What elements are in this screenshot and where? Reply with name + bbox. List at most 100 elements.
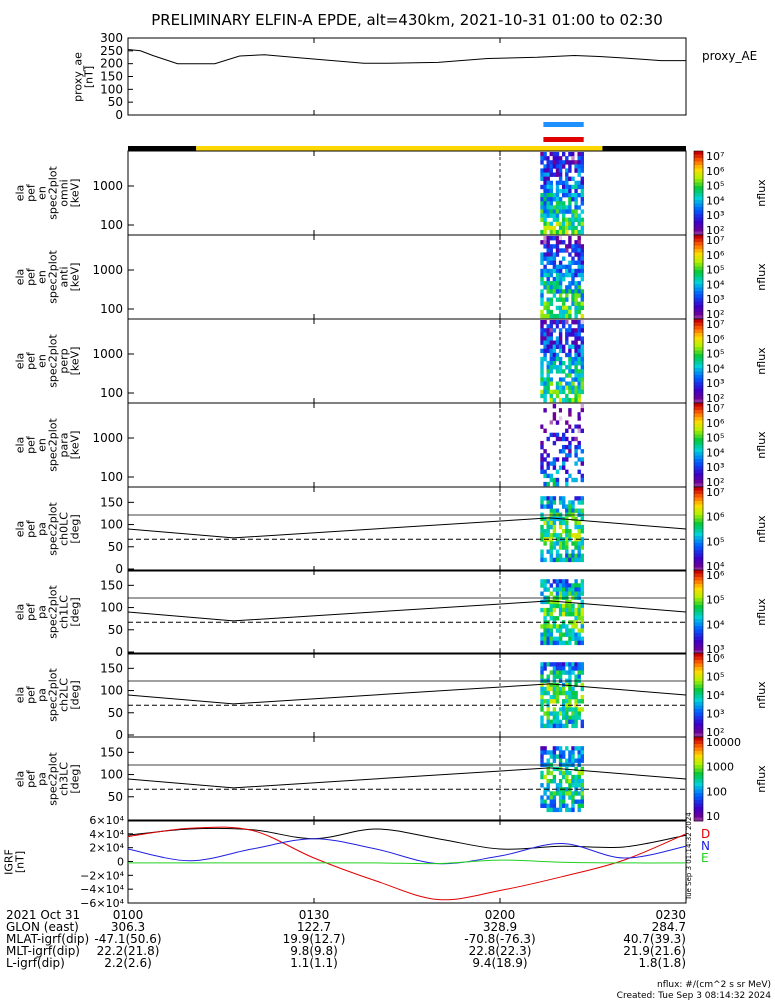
science-zone-red-bar — [543, 137, 584, 142]
spectrogram-cell — [543, 197, 547, 202]
spectrogram-cell — [546, 783, 550, 788]
spectrogram-cell — [562, 348, 566, 354]
spectrogram-cell — [540, 156, 544, 161]
spectrogram-cell — [577, 156, 581, 161]
spectrogram-cell — [549, 500, 553, 505]
spectrogram-cell — [571, 340, 575, 345]
pa-ytick-label: 150 — [100, 578, 123, 592]
spectrogram-cell — [568, 356, 572, 362]
colorbar-segment — [694, 698, 703, 703]
spectrogram-cell — [580, 449, 584, 454]
spectrogram-cell — [555, 252, 560, 257]
spectrogram-cell — [543, 332, 547, 337]
spectrogram-cell — [540, 293, 544, 298]
spectrogram-cell — [580, 545, 584, 550]
colorbar-segment — [694, 564, 703, 568]
spectrogram-cell — [580, 791, 584, 796]
spectrogram-cell — [546, 197, 550, 202]
spectrogram-cell — [565, 807, 569, 813]
footer-row-label: GLON (east) — [6, 920, 79, 934]
spectrogram-cell — [580, 579, 584, 584]
spectrogram-cell — [571, 591, 575, 596]
spectrogram-cell — [568, 587, 572, 592]
spectrogram-cell — [552, 432, 557, 438]
spectrogram-cell — [543, 791, 547, 796]
colorbar-label-group: nflux — [755, 765, 768, 793]
spectrogram-cell — [552, 457, 557, 462]
spectrogram-cell — [555, 352, 560, 358]
spectrogram-cell — [549, 583, 553, 588]
spectrogram-cell — [565, 420, 569, 425]
shadow-bar — [602, 146, 686, 151]
spectrogram-panel-frame — [127, 150, 687, 236]
spectrogram-energy-perp-ylabel-line: pef — [25, 351, 38, 370]
spectrogram-cell — [571, 225, 575, 231]
colorbar-segment — [694, 424, 703, 428]
spectrogram-cell — [568, 607, 572, 613]
spectrogram-pa-ch3-ylabel-line: spec2plot — [47, 752, 60, 806]
spectrogram-cell — [577, 229, 581, 235]
spectrogram-cell — [543, 557, 547, 563]
spectrogram-cell — [571, 504, 575, 509]
spectrogram-energy-para-ylabel-line: en — [36, 438, 49, 452]
colorbar-label: nflux — [755, 681, 768, 709]
colorbar-tick-label: 10 — [706, 810, 720, 823]
colorbar-segment — [694, 413, 703, 418]
spectrogram-cell — [540, 172, 544, 177]
spectrogram-cell — [555, 662, 560, 667]
spectrogram-cell — [543, 272, 547, 278]
spectrogram-cell — [577, 373, 581, 378]
spectrogram-cell — [568, 754, 572, 759]
spectrogram-cell — [580, 457, 584, 462]
proxy-ae-line — [127, 49, 686, 65]
spectrogram-cell — [574, 533, 578, 538]
spectrogram-cell — [549, 252, 553, 257]
spectrogram-cell — [565, 723, 569, 729]
spectrogram-cell — [546, 213, 550, 218]
spectrogram-cell — [562, 256, 566, 261]
spectrogram-cell — [558, 583, 563, 588]
spectrogram-cell — [565, 297, 569, 302]
spectrogram-cell — [558, 496, 563, 501]
spectrogram-cell — [568, 397, 572, 403]
spectrogram-cell — [552, 461, 557, 466]
spectrogram-cell — [562, 225, 566, 231]
spectrogram-cell — [543, 244, 547, 249]
spectrogram-cell — [577, 344, 581, 349]
spectrogram-cell — [571, 783, 575, 788]
spectrogram-cell — [540, 416, 544, 421]
colorbar-segment — [694, 445, 703, 449]
spectrogram-cell — [574, 313, 578, 319]
spectrogram-cell — [540, 632, 544, 637]
spectrogram-cell — [568, 591, 572, 596]
spectrogram-cell — [574, 520, 578, 526]
spectrogram-cell — [549, 612, 553, 617]
colorbar-segment — [694, 459, 703, 463]
spectrogram-cell — [571, 428, 575, 433]
spectrogram-cell — [555, 624, 560, 629]
spectrogram-cell — [555, 197, 560, 202]
spectrogram-cell — [546, 795, 550, 800]
colorbar-segment — [694, 553, 703, 558]
spectrogram-cell — [552, 711, 557, 716]
spectrogram-cell — [555, 787, 560, 792]
spectrogram-cell — [546, 340, 550, 345]
colorbar-segment — [694, 730, 703, 734]
spectrogram-cell — [571, 707, 575, 712]
spectrogram-cell — [568, 686, 572, 692]
colorbar-tick-label: 10⁶ — [706, 417, 725, 430]
spectrogram-cell — [540, 719, 544, 724]
spectrogram-cell — [543, 340, 547, 345]
colorbar-label: nflux — [755, 347, 768, 375]
spectrogram-cell — [580, 328, 584, 333]
spectrogram-cell — [552, 599, 557, 605]
spectrogram-cell — [552, 557, 557, 563]
spectrogram-cell — [543, 188, 547, 194]
spectrogram-cell — [574, 524, 578, 530]
spectrogram-pa-ch3-ylabel-line: [deg] — [69, 764, 82, 793]
spectrogram-cell — [549, 750, 553, 755]
spectrogram-cell — [549, 377, 553, 382]
spectrogram-cell — [574, 248, 578, 253]
spectrogram-cell — [546, 297, 550, 302]
spectrogram-cell — [543, 424, 547, 429]
